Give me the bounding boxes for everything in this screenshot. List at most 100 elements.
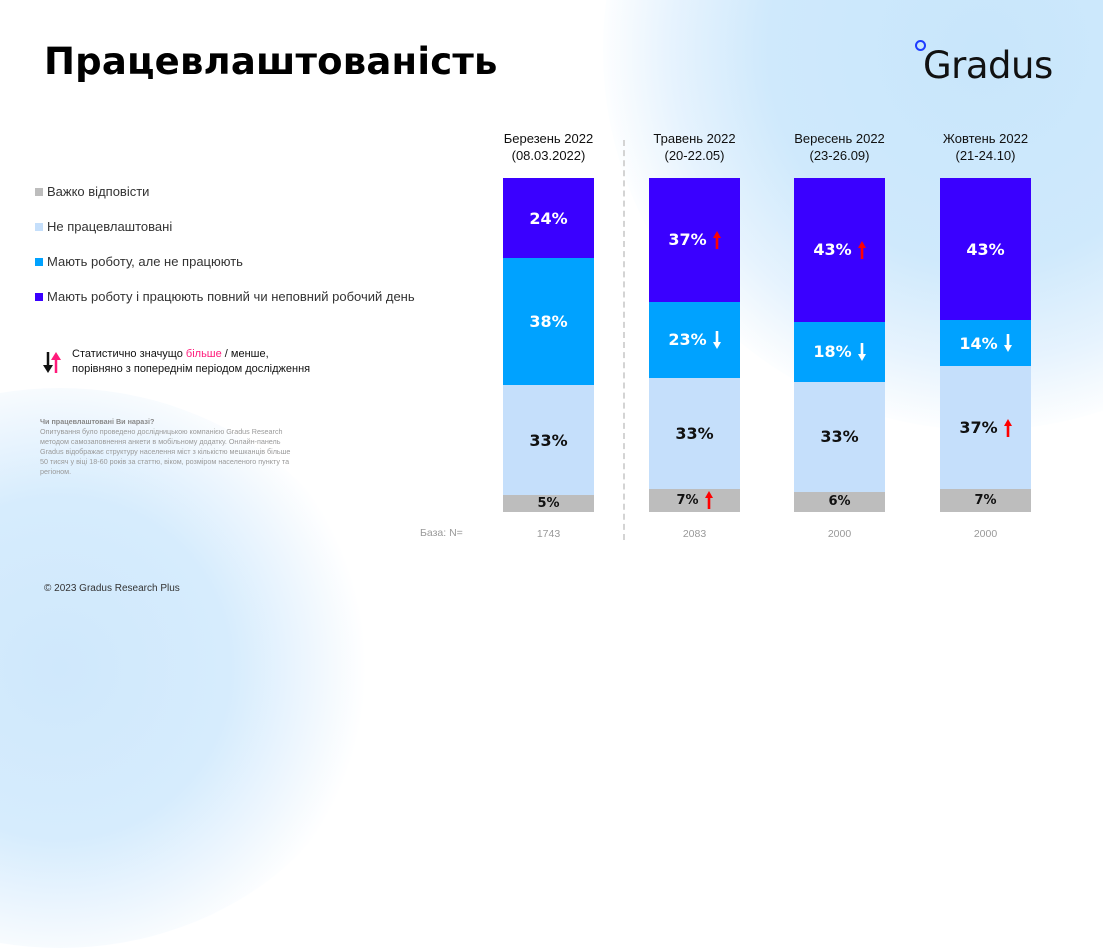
methodology-text: Опитування було проведено дослідницькою … bbox=[40, 427, 291, 476]
column-header-dates: (21-24.10) bbox=[955, 148, 1016, 163]
bar-segment: 5% bbox=[503, 495, 594, 512]
sig-text-line2: порівняно з попереднім періодом дослідже… bbox=[72, 363, 311, 375]
data-label-value: 33% bbox=[529, 430, 568, 450]
bar-segment: 37% bbox=[649, 178, 740, 302]
bar-segment: 18% bbox=[794, 321, 885, 382]
data-label: 6% bbox=[828, 494, 850, 509]
base-value: 1743 bbox=[536, 528, 561, 540]
legend-swatch bbox=[35, 187, 43, 196]
data-label: 37% bbox=[668, 230, 721, 250]
data-label: 43% bbox=[966, 240, 1004, 259]
copyright-footer: © 2023 Gradus Research Plus bbox=[44, 583, 180, 594]
up-down-arrows-icon bbox=[42, 349, 64, 375]
stacked-bar: 24% 38% 33% 5% bbox=[503, 178, 594, 512]
data-label-value: 33% bbox=[820, 427, 859, 447]
arrow-down-icon bbox=[712, 330, 721, 349]
data-label-value: 43% bbox=[813, 240, 852, 260]
data-label-value: 14% bbox=[959, 333, 998, 353]
bar-segment: 43% bbox=[794, 178, 885, 322]
significance-text: Статистично значущо більше / менше, порі… bbox=[72, 347, 310, 377]
column-header-period: Березень 2022 bbox=[503, 131, 594, 146]
arrow-down-icon bbox=[1003, 334, 1012, 353]
legend-item-employed-working: Мають роботу і працюють повний чи неповн… bbox=[35, 279, 415, 314]
legend-swatch bbox=[35, 257, 43, 266]
data-label: 23% bbox=[668, 330, 721, 350]
column-header-period: Вересень 2022 bbox=[794, 131, 885, 146]
data-label: 33% bbox=[675, 424, 713, 443]
data-label: 43% bbox=[813, 240, 866, 260]
column-header: Жовтень 2022 (21-24.10) bbox=[916, 130, 1056, 164]
bar-segment: 33% bbox=[503, 385, 594, 496]
bar-segment: 37% bbox=[940, 366, 1031, 489]
data-label: 7% bbox=[676, 491, 713, 510]
logo-ring-icon bbox=[915, 40, 926, 51]
column-header: Березень 2022 (08.03.2022) bbox=[479, 130, 619, 164]
data-label: 37% bbox=[959, 418, 1012, 437]
bar-segment: 7% bbox=[940, 488, 1031, 512]
methodology-note: Чи працевлаштовані Ви наразі? Опитування… bbox=[40, 417, 298, 477]
data-label: 5% bbox=[537, 496, 559, 511]
bar-segment: 6% bbox=[794, 491, 885, 512]
data-label-value: 43% bbox=[966, 239, 1005, 259]
data-label-value: 37% bbox=[668, 230, 707, 250]
data-label: 7% bbox=[974, 493, 996, 508]
sig-text-prefix: Статистично значущо bbox=[72, 348, 186, 360]
column-header-dates: (20-22.05) bbox=[664, 148, 725, 163]
base-label: База: N= bbox=[420, 527, 463, 539]
bar-segment: 33% bbox=[794, 381, 885, 492]
column-header-period: Травень 2022 bbox=[653, 131, 736, 146]
bar-segment: 23% bbox=[649, 301, 740, 379]
column-header: Травень 2022 (20-22.05) bbox=[625, 130, 765, 164]
survey-question: Чи працевлаштовані Ви наразі? bbox=[40, 417, 155, 426]
legend-item-unemployed: Не працевлаштовані bbox=[35, 209, 415, 244]
data-label: 33% bbox=[820, 427, 858, 446]
base-value: 2000 bbox=[973, 528, 998, 540]
legend-item-hard-to-answer: Важко відповісти bbox=[35, 174, 415, 209]
data-label: 33% bbox=[529, 431, 567, 450]
data-label-value: 18% bbox=[813, 342, 852, 362]
arrow-down-icon bbox=[857, 342, 866, 361]
logo-text: Gradus bbox=[923, 44, 1053, 87]
data-label-value: 7% bbox=[974, 492, 997, 508]
bar-segment: 7% bbox=[649, 488, 740, 512]
arrow-up-icon bbox=[857, 240, 866, 259]
data-label: 24% bbox=[529, 209, 567, 228]
sig-text-suffix: / менше, bbox=[221, 348, 269, 360]
data-label: 38% bbox=[529, 312, 567, 331]
data-label-value: 38% bbox=[529, 312, 568, 332]
column-header-dates: (08.03.2022) bbox=[511, 148, 586, 163]
legend-label: Важко відповісти bbox=[47, 184, 150, 199]
legend-item-employed-not-working: Мають роботу, але не працюють bbox=[35, 244, 415, 279]
stacked-bar: 43% 14% 37% 7% bbox=[940, 178, 1031, 512]
column-header-dates: (23-26.09) bbox=[809, 148, 870, 163]
stacked-bar: 43% 18% 33% 6% bbox=[794, 178, 885, 512]
bar-segment: 33% bbox=[649, 378, 740, 489]
page-title: Працевлаштованість bbox=[44, 40, 498, 83]
data-label: 18% bbox=[813, 342, 866, 362]
gradus-logo: Gradus bbox=[915, 40, 1075, 90]
bar-segment: 38% bbox=[503, 258, 594, 386]
legend-label: Не працевлаштовані bbox=[47, 219, 173, 234]
stacked-bar: 37% 23% 33% 7% bbox=[649, 178, 740, 512]
data-label-value: 6% bbox=[828, 494, 851, 510]
data-label-value: 23% bbox=[668, 330, 707, 350]
legend-label: Мають роботу і працюють повний чи неповн… bbox=[47, 289, 415, 304]
arrow-up-icon bbox=[704, 491, 713, 510]
legend-swatch bbox=[35, 222, 43, 231]
arrow-up-icon bbox=[1003, 418, 1012, 437]
chart-legend: Важко відповісти Не працевлаштовані Мают… bbox=[35, 174, 415, 314]
data-label: 14% bbox=[959, 333, 1012, 353]
base-value: 2000 bbox=[827, 528, 852, 540]
data-label-value: 24% bbox=[529, 208, 568, 228]
bar-segment: 43% bbox=[940, 178, 1031, 321]
column-header: Вересень 2022 (23-26.09) bbox=[770, 130, 910, 164]
legend-swatch bbox=[35, 292, 43, 301]
bar-segment: 14% bbox=[940, 320, 1031, 367]
legend-label: Мають роботу, але не працюють bbox=[47, 254, 243, 269]
arrow-up-icon bbox=[712, 230, 721, 249]
base-value: 2083 bbox=[682, 528, 707, 540]
significance-note: Статистично значущо більше / менше, порі… bbox=[42, 347, 310, 377]
bar-segment: 24% bbox=[503, 178, 594, 259]
period-divider bbox=[623, 140, 625, 540]
column-header-period: Жовтень 2022 bbox=[942, 131, 1029, 146]
